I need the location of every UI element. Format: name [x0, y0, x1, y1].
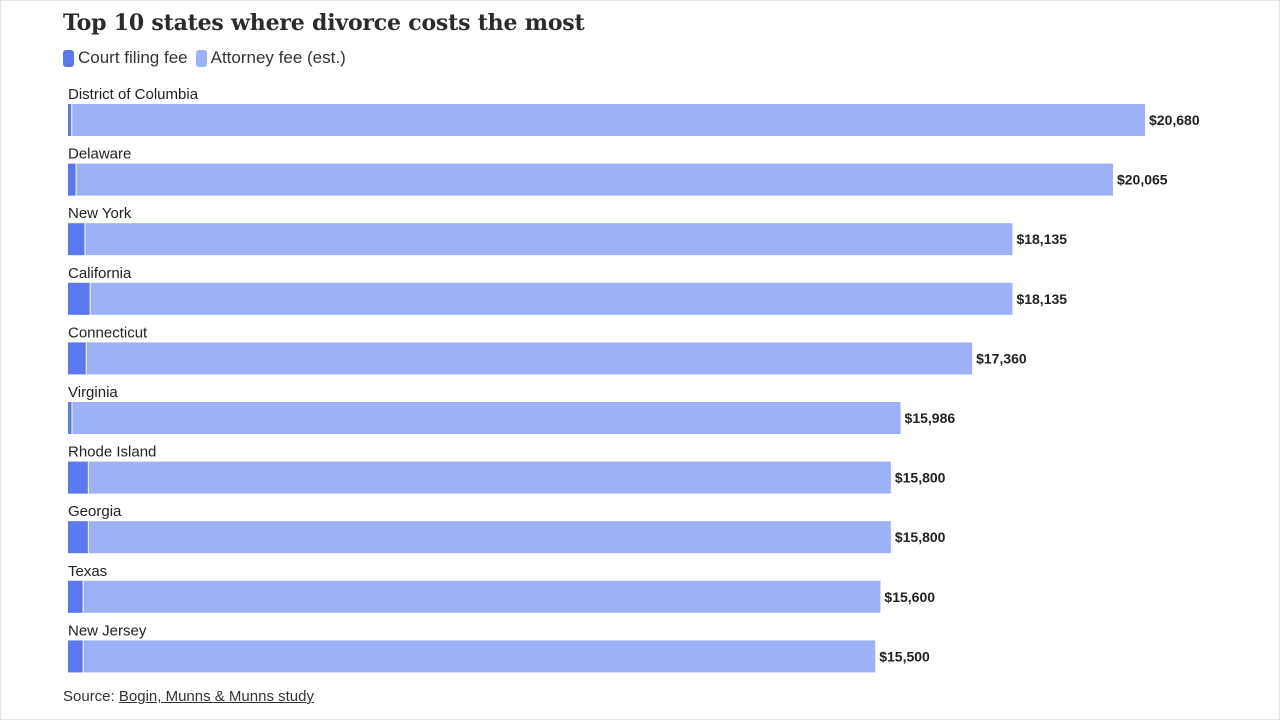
bar-court-filing-fee: [68, 223, 86, 256]
category-label: New Jersey: [68, 622, 147, 639]
category-label: New York: [68, 205, 132, 222]
legend-label-attorney-fee: Attorney fee (est.): [210, 48, 346, 67]
bar-court-filing-fee: [68, 163, 77, 196]
bar-value-label: $15,600: [884, 589, 935, 605]
legend-label-court-filing-fee: Court filing fee: [78, 48, 188, 67]
category-label: Delaware: [68, 146, 131, 163]
chart-title: Top 10 states where divorce costs the mo…: [63, 10, 585, 36]
bar-attorney-fee: [88, 521, 891, 554]
category-label: Texas: [68, 563, 107, 580]
category-label: Virginia: [68, 384, 118, 401]
bar-attorney-fee: [72, 402, 901, 434]
category-label: Rhode Island: [68, 444, 156, 461]
bar-attorney-fee: [90, 282, 1013, 315]
bar-attorney-fee: [76, 163, 1113, 196]
bar-court-filing-fee: [68, 282, 91, 315]
legend-item-attorney-fee: Attorney fee (est.): [195, 48, 346, 68]
chart-legend: Court filing fee Attorney fee (est.): [63, 48, 346, 68]
bar-court-filing-fee: [68, 461, 89, 494]
source-prefix: Source:: [63, 688, 119, 705]
bar-attorney-fee: [86, 342, 973, 375]
bar-attorney-fee: [72, 104, 1145, 136]
bar-attorney-fee: [88, 461, 891, 494]
bar-value-label: $20,065: [1117, 172, 1168, 188]
bar-value-label: $20,680: [1149, 112, 1200, 128]
bar-court-filing-fee: [68, 342, 87, 375]
bar-value-label: $18,135: [1016, 291, 1067, 307]
bar-attorney-fee: [83, 580, 881, 613]
category-label: California: [68, 265, 132, 282]
legend-swatch-attorney-fee: [195, 49, 207, 67]
bar-value-label: $18,135: [1016, 231, 1067, 247]
bar-attorney-fee: [85, 223, 1013, 256]
bar-value-label: $15,800: [895, 529, 946, 545]
legend-item-court-filing-fee: Court filing fee: [63, 48, 188, 68]
legend-swatch-court-filing-fee: [63, 49, 74, 67]
bar-court-filing-fee: [68, 402, 73, 434]
bar-court-filing-fee: [68, 104, 73, 136]
source-link[interactable]: Bogin, Munns & Munns study: [118, 688, 314, 705]
source-note: Source: Bogin, Munns & Munns study: [63, 688, 314, 705]
bar-value-label: $15,986: [905, 410, 956, 426]
category-label: District of Columbia: [68, 86, 199, 103]
bar-attorney-fee: [83, 640, 876, 673]
bar-court-filing-fee: [68, 640, 84, 673]
category-label: Connecticut: [68, 324, 148, 341]
bar-value-label: $15,800: [895, 470, 946, 486]
bar-value-label: $15,500: [879, 648, 930, 664]
bar-value-label: $17,360: [976, 350, 1027, 366]
category-label: Georgia: [68, 503, 122, 520]
bar-court-filing-fee: [68, 580, 84, 613]
bar-court-filing-fee: [68, 521, 89, 554]
